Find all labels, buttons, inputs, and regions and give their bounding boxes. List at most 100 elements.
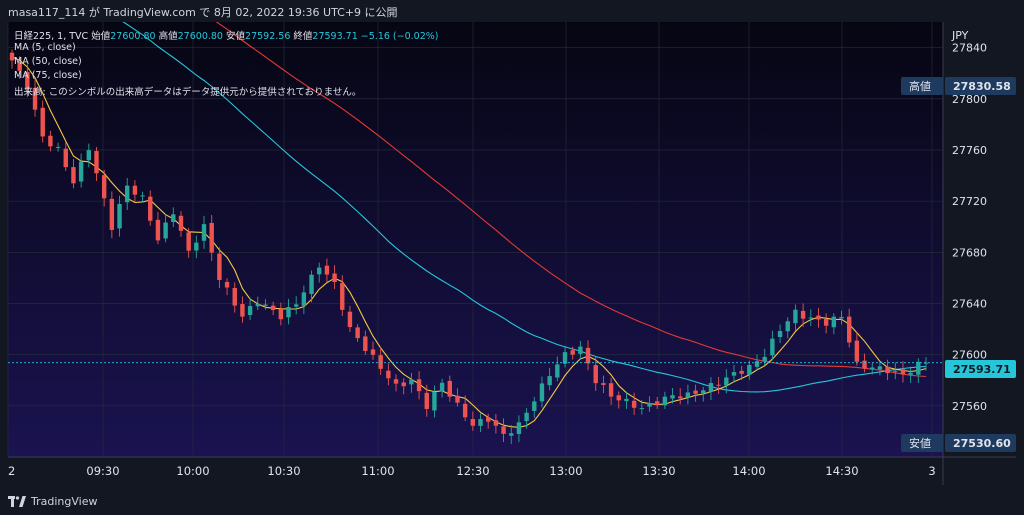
candle-body-42 xyxy=(332,273,337,283)
footer: TradingView xyxy=(0,487,1024,515)
open-value: 27600.80 xyxy=(110,31,156,42)
candle-body-97 xyxy=(754,361,760,367)
candle-body-24 xyxy=(194,242,199,251)
candle-body-55 xyxy=(432,391,437,411)
candle-body-72 xyxy=(562,352,568,364)
publish-info: masa117_114 が TradingView.com で 8月 02, 2… xyxy=(8,6,398,19)
candle-body-66 xyxy=(516,422,522,435)
candle-body-85 xyxy=(662,396,668,406)
candlesticks xyxy=(9,49,929,445)
ma75-legend[interactable]: MA (75, close) xyxy=(14,70,82,81)
low-value: 27592.56 xyxy=(245,31,291,42)
candle-body-19 xyxy=(155,219,161,241)
grid-lines xyxy=(7,22,943,457)
candle-body-113 xyxy=(877,366,883,370)
candle-body-116 xyxy=(900,369,906,375)
candle-body-102 xyxy=(793,309,798,324)
candle-body-43 xyxy=(340,283,345,310)
high-value: 27600.80 xyxy=(177,31,223,42)
candle-body-27 xyxy=(217,253,222,281)
candle-body-45 xyxy=(355,327,360,339)
candle-body-107 xyxy=(831,316,837,328)
candle-body-59 xyxy=(462,403,468,418)
ma5-legend[interactable]: MA (5, close) xyxy=(14,42,76,53)
low-label: 安値 xyxy=(226,31,246,42)
candle-body-94 xyxy=(731,372,737,376)
time-tick-3: 10:30 xyxy=(267,464,300,478)
candle-body-114 xyxy=(885,366,890,374)
candle-body-8 xyxy=(71,167,76,184)
candle-body-103 xyxy=(800,310,806,319)
candle-body-39 xyxy=(309,274,314,294)
tradingview-logo[interactable]: TradingView xyxy=(8,495,97,508)
symbol-name: 日経225, 1, TVC xyxy=(14,31,89,42)
candle-body-80 xyxy=(624,398,629,402)
price-chart[interactable]: 27560 27600 27640 27680 27720 27760 27800 27840… xyxy=(0,0,1024,487)
candle-body-90 xyxy=(701,390,706,394)
candle-body-31 xyxy=(247,305,253,315)
candle-body-110 xyxy=(854,340,860,362)
tradingview-logo-icon xyxy=(8,496,26,507)
candle-body-117 xyxy=(908,372,913,375)
candle-body-69 xyxy=(539,383,545,402)
time-tick-1: 09:30 xyxy=(86,464,119,478)
candle-body-35 xyxy=(278,309,284,320)
candle-body-4 xyxy=(40,107,45,137)
low-tag-label: 安値 xyxy=(909,436,931,450)
candle-body-3 xyxy=(32,88,38,110)
price-tick-1: 27600 xyxy=(952,349,987,362)
candle-body-20 xyxy=(163,222,168,239)
candle-body-53 xyxy=(416,379,422,392)
candle-body-52 xyxy=(409,379,414,385)
candle-body-118 xyxy=(916,361,921,375)
price-tick-3: 27680 xyxy=(952,246,987,259)
price-tick-2: 27640 xyxy=(952,297,987,310)
chart-frame[interactable]: 27560 27600 27640 27680 27720 27760 27800 27840… xyxy=(0,0,1024,487)
candle-body-10 xyxy=(86,150,92,161)
change-value: −5.16 (−0.02%) xyxy=(360,31,439,42)
candle-body-36 xyxy=(286,306,291,318)
candle-body-34 xyxy=(270,305,276,311)
candle-body-54 xyxy=(424,392,429,410)
candle-body-46 xyxy=(363,336,368,351)
candle-body-21 xyxy=(171,214,176,223)
candle-body-49 xyxy=(386,370,391,379)
candle-body-13 xyxy=(109,198,115,230)
ma50-legend[interactable]: MA (50, close) xyxy=(14,56,82,67)
candle-body-92 xyxy=(716,384,721,386)
price-tick-0: 27560 xyxy=(952,400,987,413)
last-price-value: 27593.71 xyxy=(953,363,1011,376)
price-axis-background xyxy=(943,22,1016,462)
candle-body-37 xyxy=(293,304,299,307)
candle-body-106 xyxy=(823,319,829,326)
candle-body-5 xyxy=(48,135,53,147)
price-axis-ticks: 27560 27600 27640 27680 27720 27760 27800 27840 xyxy=(952,42,987,413)
candle-body-44 xyxy=(347,311,353,328)
candle-body-48 xyxy=(378,355,383,369)
candle-body-71 xyxy=(555,364,560,378)
ohlc-legend: 日経225, 1, TVC 始値27600.80 高値27600.80 安値27… xyxy=(14,28,438,42)
time-tick-4: 11:00 xyxy=(361,464,394,478)
last-price-tag: 27593.71 xyxy=(945,360,1016,378)
candle-body-70 xyxy=(547,376,552,386)
candle-body-81 xyxy=(631,400,637,408)
candle-body-112 xyxy=(870,367,875,370)
candle-body-96 xyxy=(747,364,752,375)
candle-body-100 xyxy=(777,331,783,337)
candle-body-77 xyxy=(601,383,606,385)
candle-body-60 xyxy=(470,419,476,426)
price-tick-6: 27800 xyxy=(952,93,987,106)
price-tick-4: 27720 xyxy=(952,195,987,208)
brand-name: TradingView xyxy=(31,495,98,508)
candle-body-79 xyxy=(616,395,621,401)
candle-body-111 xyxy=(862,360,867,369)
time-tick-6: 13:00 xyxy=(549,464,582,478)
candle-body-95 xyxy=(739,370,744,374)
candle-body-76 xyxy=(593,365,598,384)
candle-body-86 xyxy=(670,395,675,399)
candle-body-88 xyxy=(685,392,691,398)
candle-body-30 xyxy=(240,304,245,317)
price-tick-5: 27760 xyxy=(952,144,987,157)
currency-label: JPY xyxy=(951,29,969,42)
candle-body-84 xyxy=(654,401,660,406)
